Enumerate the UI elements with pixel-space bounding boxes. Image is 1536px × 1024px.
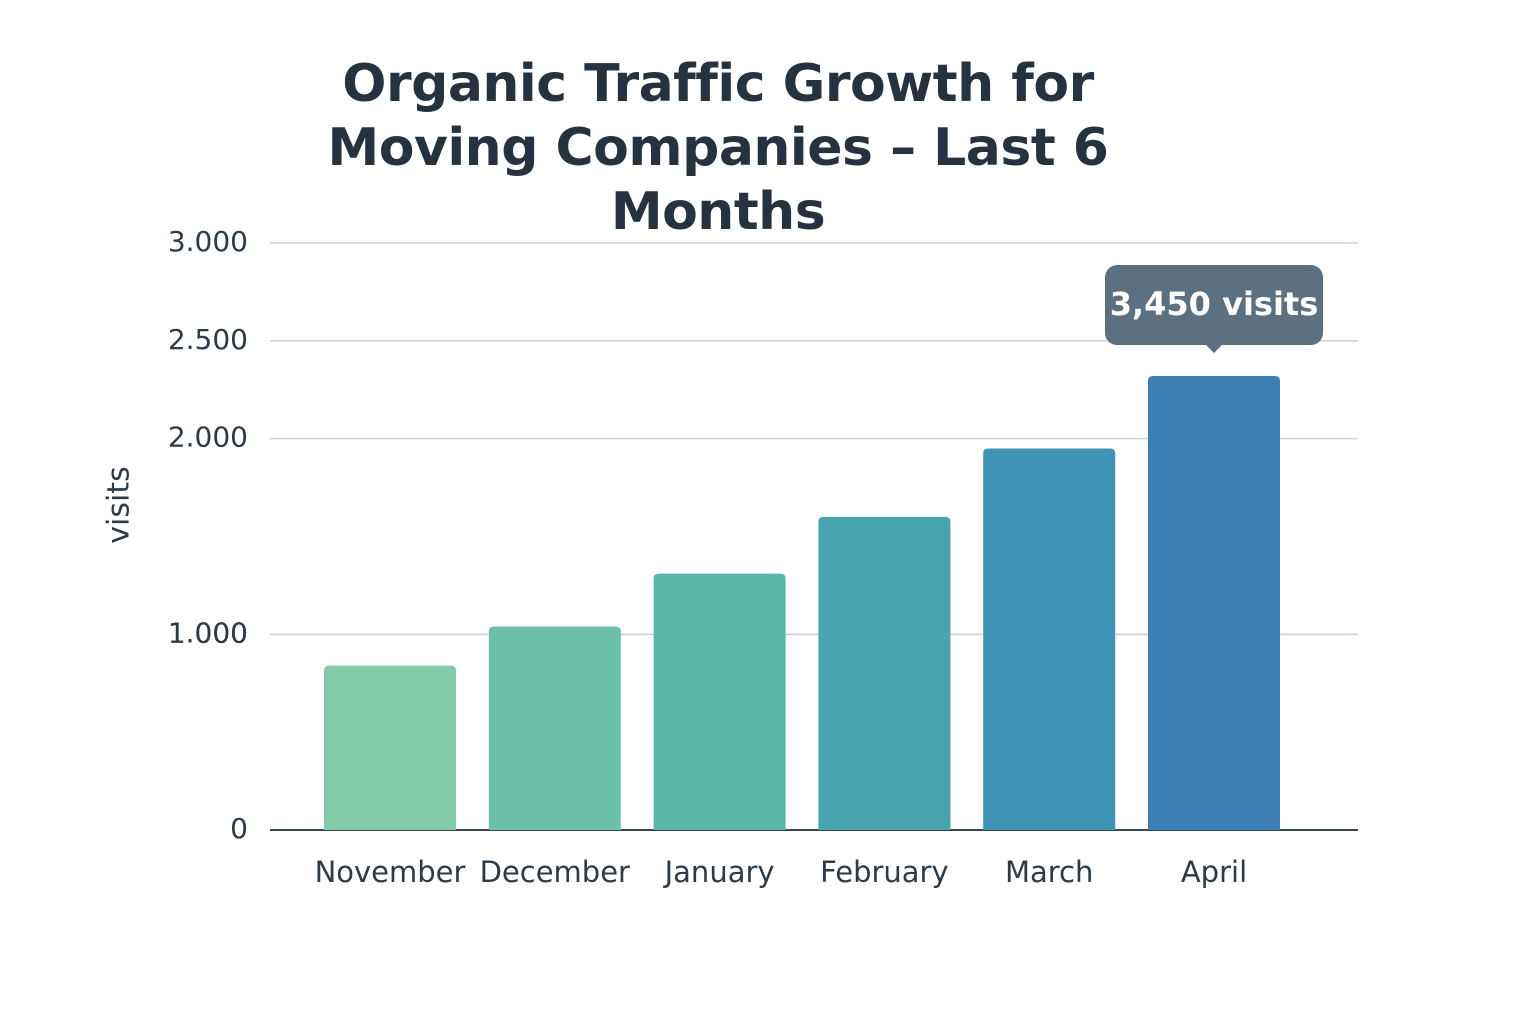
y-tick-label: 3.000 — [168, 225, 248, 258]
y-tick-label: 1.000 — [168, 616, 248, 649]
x-tick-label: March — [1005, 855, 1093, 889]
y-tick-label: 2.500 — [168, 323, 248, 356]
x-tick-label: February — [820, 855, 949, 889]
y-tick-label: 0 — [230, 812, 248, 845]
bar — [488, 626, 621, 830]
bar — [653, 573, 786, 830]
x-tick-label: December — [480, 855, 630, 889]
x-tick-label: April — [1181, 855, 1247, 889]
bar — [983, 448, 1116, 830]
callout-box — [1105, 265, 1323, 346]
bar — [818, 516, 951, 830]
y-tick-label: 1.000 — [168, 616, 248, 649]
y-tick-label: 2.000 — [168, 421, 248, 454]
callout-label: 3,450 visits — [1110, 285, 1319, 323]
callout-pointer — [1205, 344, 1223, 354]
x-tick-label: November — [315, 855, 466, 889]
chart-title: Organic Traffic Growth for Moving Compan… — [327, 54, 1109, 242]
y-axis-label: visits — [102, 466, 137, 543]
bar — [324, 665, 456, 830]
x-tick-label: January — [663, 855, 775, 889]
bar — [1148, 376, 1280, 830]
